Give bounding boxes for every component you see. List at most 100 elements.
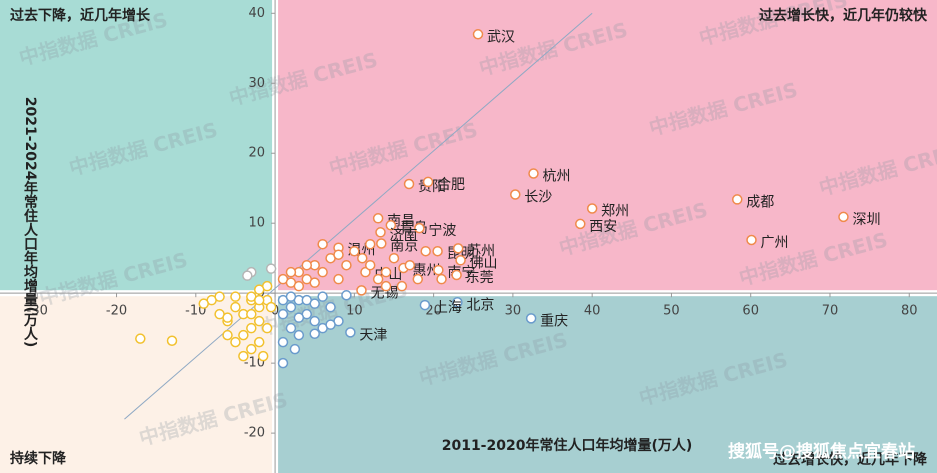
point <box>253 315 265 327</box>
point-label: 成都 <box>746 194 774 210</box>
point <box>285 301 297 313</box>
quadrant-label: 过去下降，近几年增长 <box>10 7 151 24</box>
point-label: 北京 <box>466 297 494 313</box>
point <box>265 263 277 274</box>
x-tick-label: 70 <box>822 304 839 319</box>
x-tick-label: 30 <box>505 304 522 319</box>
point <box>293 280 305 292</box>
point <box>257 350 269 362</box>
x-tick-label: 60 <box>742 304 759 319</box>
point <box>403 178 415 190</box>
point <box>253 294 265 306</box>
point <box>246 322 257 334</box>
point <box>356 285 367 296</box>
point <box>253 284 265 295</box>
point <box>285 322 297 334</box>
point <box>380 280 392 292</box>
point <box>261 322 273 334</box>
point <box>380 266 392 278</box>
point-label: 南京 <box>390 238 418 254</box>
point-label: 天津 <box>359 327 387 343</box>
point <box>452 297 463 308</box>
point <box>238 350 249 362</box>
point-label: 无锡 <box>370 285 398 301</box>
point <box>341 259 352 271</box>
point <box>293 312 305 323</box>
point <box>301 259 313 271</box>
y-axis-title: 2021-2024年常住人口年均增量(万人) <box>22 97 39 348</box>
point <box>436 273 447 285</box>
point <box>372 273 384 285</box>
point <box>372 213 384 224</box>
point <box>309 298 320 309</box>
y-tick-label: 20 <box>249 146 266 161</box>
point-label: 重庆 <box>540 313 568 329</box>
point <box>293 329 305 341</box>
point <box>838 211 849 223</box>
point <box>277 357 289 369</box>
point-label: 深圳 <box>852 212 880 228</box>
point <box>420 245 431 257</box>
point <box>333 249 344 260</box>
y-tick-label: 40 <box>249 6 266 21</box>
point <box>357 252 368 264</box>
point <box>214 291 225 302</box>
point <box>325 319 336 330</box>
point <box>412 273 424 285</box>
point <box>364 238 376 250</box>
point <box>309 277 320 288</box>
point <box>230 291 241 302</box>
point <box>345 327 356 338</box>
x-tick-label: 40 <box>584 304 601 319</box>
point <box>309 315 320 327</box>
x-tick-label: 0 <box>271 304 279 319</box>
point <box>166 335 178 347</box>
point-label: 佛山 <box>470 255 498 271</box>
point <box>253 336 265 348</box>
point <box>341 290 352 301</box>
point <box>317 291 328 302</box>
point <box>222 329 233 341</box>
point <box>525 313 537 324</box>
x-tick-label: -20 <box>106 304 127 319</box>
point-label: 长沙 <box>524 190 552 206</box>
point <box>277 336 289 348</box>
point <box>364 259 376 271</box>
point <box>455 255 466 266</box>
point <box>317 238 328 250</box>
point <box>396 280 408 292</box>
point <box>385 220 397 231</box>
point <box>289 343 301 355</box>
point <box>309 328 320 340</box>
source-watermark: 搜狐号@搜狐焦点宜春站 <box>728 441 915 462</box>
point <box>349 245 360 257</box>
point <box>432 245 443 257</box>
point <box>277 308 289 320</box>
point <box>246 343 257 355</box>
point <box>222 312 233 323</box>
point <box>230 336 241 348</box>
point <box>375 227 386 238</box>
point-label: 郑州 <box>601 204 629 220</box>
point <box>238 329 249 341</box>
point <box>586 203 598 214</box>
point-label: 苏州 <box>467 243 495 259</box>
point <box>451 269 462 281</box>
point <box>317 266 328 278</box>
x-tick-label: -30 <box>27 304 48 319</box>
y-tick-label: 10 <box>249 216 266 231</box>
x-axis-title: 2011-2020年常住人口年均增量(万人) <box>442 437 693 454</box>
y-tick-label: 30 <box>249 76 266 91</box>
point <box>246 308 257 320</box>
point-label: 济南 <box>390 227 418 243</box>
point <box>528 168 539 179</box>
point <box>510 189 521 200</box>
point-label: 上海 <box>434 300 462 316</box>
point <box>404 259 416 271</box>
y-tick-label: -20 <box>244 426 265 441</box>
point <box>419 299 431 311</box>
point-label: 宁波 <box>428 222 456 239</box>
point <box>376 238 387 249</box>
point <box>388 252 400 264</box>
point <box>230 301 241 313</box>
